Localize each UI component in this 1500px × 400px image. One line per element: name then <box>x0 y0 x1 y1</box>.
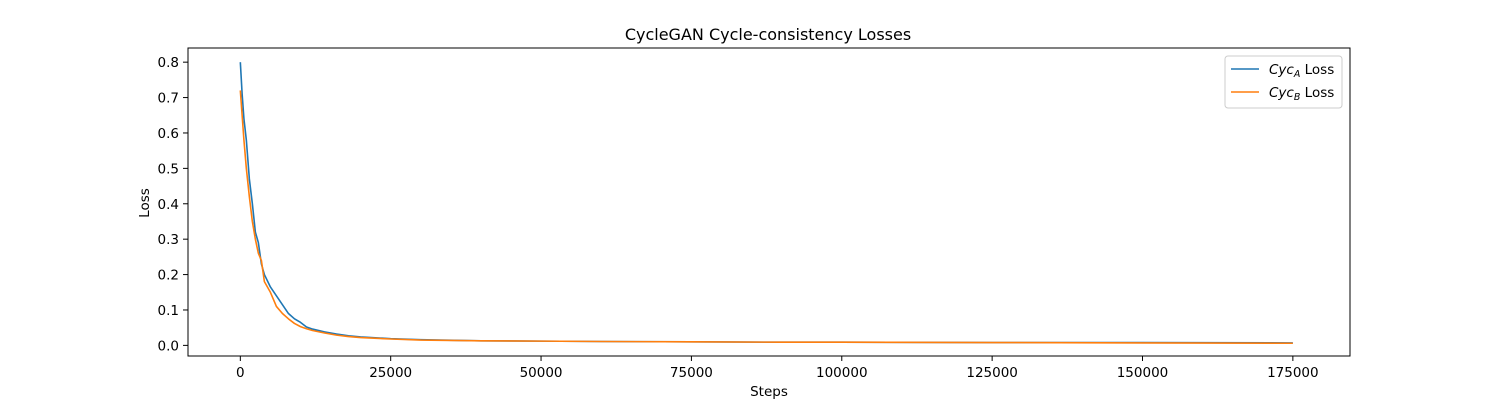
y-tick-label: 0.3 <box>158 232 179 248</box>
x-tick-label: 0 <box>236 365 245 381</box>
y-tick-label: 0.6 <box>158 126 179 142</box>
axes-frame <box>187 47 1351 357</box>
x-tick-label: 50000 <box>520 365 563 381</box>
x-tick-label: 100000 <box>816 365 868 381</box>
y-tick-label: 0.0 <box>158 338 179 354</box>
chart-title: CycleGAN Cycle-consistency Losses <box>625 25 911 44</box>
series-line-cyc-b <box>239 90 1293 345</box>
y-tick-label: 0.1 <box>158 303 179 319</box>
x-tick-label: 175000 <box>1267 365 1319 381</box>
y-tick-label: 0.5 <box>158 161 179 177</box>
legend-entry-label: CycA Loss <box>1269 62 1334 80</box>
x-tick-label: 25000 <box>369 365 412 381</box>
y-axis: 0.0 0.1 0.2 0.3 0.4 0.5 0.6 0.7 0.8 <box>158 55 188 354</box>
x-axis: 0 25000 50000 75000 100000 125000 150000 175000 <box>236 356 1319 381</box>
y-tick-label: 0.2 <box>158 268 179 284</box>
y-tick-label: 0.8 <box>158 55 179 71</box>
y-axis-label: Loss <box>137 188 153 218</box>
y-tick-label: 0.7 <box>158 91 179 107</box>
legend-entry-label: CycB Loss <box>1269 85 1334 103</box>
x-tick-label: 125000 <box>966 365 1018 381</box>
series-layer <box>239 62 1293 345</box>
y-tick-label: 0.4 <box>158 197 179 213</box>
x-tick-label: 150000 <box>1117 365 1169 381</box>
x-axis-label: Steps <box>750 384 788 400</box>
x-tick-label: 75000 <box>670 365 713 381</box>
legend: CycA Loss CycB Loss <box>1224 55 1343 109</box>
